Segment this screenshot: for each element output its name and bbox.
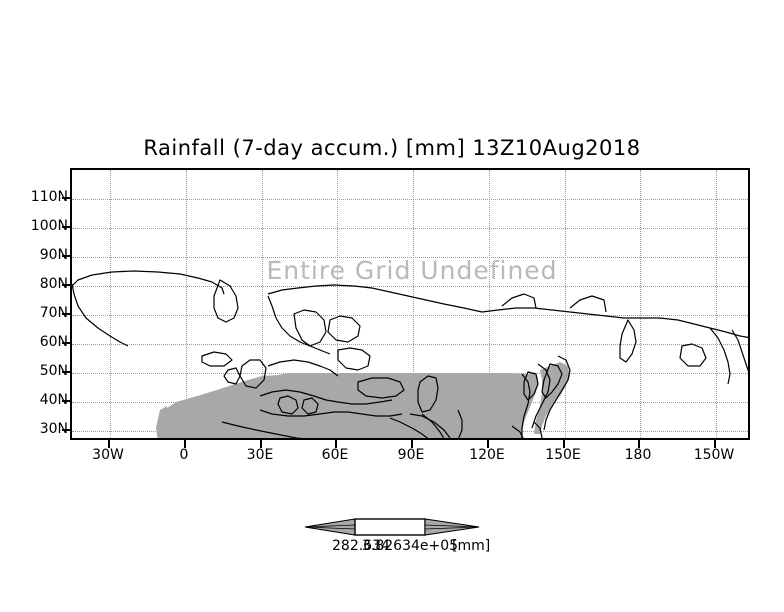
- coastlines: [72, 270, 748, 438]
- gridline-horizontal: [72, 344, 748, 345]
- y-axis-label: 110N: [30, 189, 68, 205]
- gridline-vertical: [110, 170, 111, 438]
- x-tick: [184, 440, 186, 448]
- colorbar: 282.634 3.82634e+05 [mm]: [0, 512, 784, 572]
- y-tick: [62, 429, 70, 431]
- x-axis-label: 0: [179, 447, 189, 463]
- colorbar-max-label: 3.82634e+05: [362, 538, 459, 554]
- x-axis-label: 90E: [397, 447, 425, 463]
- colorbar-max-tail: [424, 524, 480, 530]
- gridline-horizontal: [72, 315, 748, 316]
- map-canvas: Entire Grid Undefined: [72, 170, 748, 438]
- x-axis-label: 150W: [693, 447, 735, 463]
- colorbar-min-label: 282.634: [332, 538, 390, 554]
- y-axis-label: 40N: [39, 392, 68, 408]
- gridline-vertical: [337, 170, 338, 438]
- gridline-vertical: [640, 170, 641, 438]
- y-tick: [62, 284, 70, 286]
- gridline-horizontal: [72, 286, 748, 287]
- y-axis-label: 60N: [39, 334, 68, 350]
- y-tick: [62, 400, 70, 402]
- y-tick: [62, 226, 70, 228]
- coastline-overlay: [72, 270, 748, 438]
- y-tick: [62, 371, 70, 373]
- gridline-horizontal: [72, 228, 748, 229]
- x-tick: [260, 440, 262, 448]
- y-tick: [62, 255, 70, 257]
- gridline-vertical: [262, 170, 263, 438]
- x-tick: [108, 440, 110, 448]
- x-tick: [563, 440, 565, 448]
- x-axis-label: 180: [624, 447, 652, 463]
- colorbar-segment: [354, 518, 426, 536]
- x-tick: [335, 440, 337, 448]
- colorbar-units-label: [mm]: [452, 538, 491, 554]
- shaded-data-region: [156, 362, 570, 438]
- y-axis-label: 100N: [30, 218, 68, 234]
- x-axis-label: 150E: [545, 447, 581, 463]
- y-axis-label: 80N: [39, 276, 68, 292]
- gridline-vertical: [489, 170, 490, 438]
- colorbar-labels: 282.634 3.82634e+05 [mm]: [0, 538, 784, 558]
- gridline-horizontal: [72, 257, 748, 258]
- y-tick: [62, 342, 70, 344]
- colorbar-graphic: [304, 518, 480, 536]
- x-axis-label: 30W: [92, 447, 124, 463]
- y-axis-label: 50N: [39, 363, 68, 379]
- x-tick: [714, 440, 716, 448]
- map-plot-frame: Entire Grid Undefined: [70, 168, 750, 440]
- y-axis-label: 30N: [39, 421, 68, 437]
- undefined-watermark: Entire Grid Undefined: [266, 256, 558, 285]
- y-tick: [62, 197, 70, 199]
- x-tick: [411, 440, 413, 448]
- y-tick: [62, 313, 70, 315]
- x-axis-label: 120E: [469, 447, 505, 463]
- y-axis-label: 70N: [39, 305, 68, 321]
- gridline-vertical: [413, 170, 414, 438]
- gridline-vertical: [716, 170, 717, 438]
- x-axis-label: 30E: [246, 447, 274, 463]
- gridline-vertical: [186, 170, 187, 438]
- x-tick: [487, 440, 489, 448]
- page-title: Rainfall (7-day accum.) [mm] 13Z10Aug201…: [143, 136, 641, 160]
- gridline-vertical: [565, 170, 566, 438]
- x-axis-label: 60E: [321, 447, 349, 463]
- x-tick: [638, 440, 640, 448]
- gridline-horizontal: [72, 199, 748, 200]
- y-axis-label: 90N: [39, 247, 68, 263]
